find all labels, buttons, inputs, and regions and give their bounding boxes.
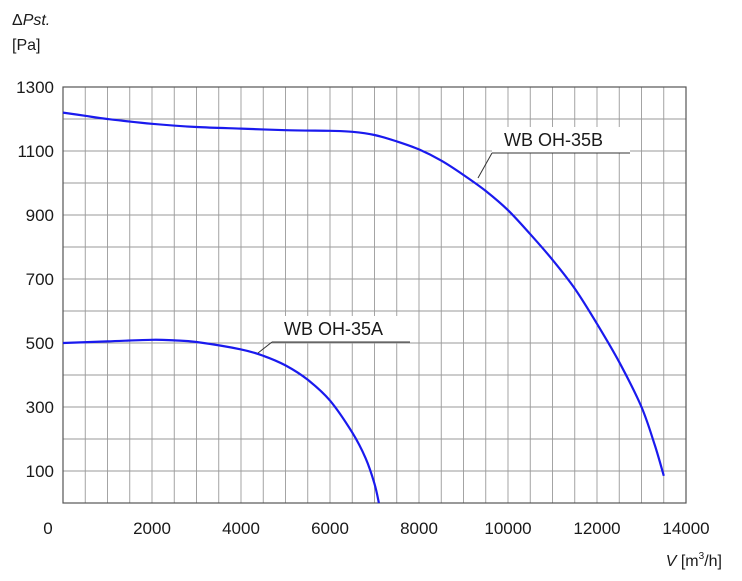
x-tick-label: 4000	[222, 519, 260, 538]
series-label: WB OH-35B	[504, 130, 603, 150]
series-line-2	[62, 338, 380, 504]
x-tick-labels: 0 2000 4000 6000 8000 10000 12000 14000	[43, 519, 709, 538]
y-tick-label: 1300	[16, 78, 54, 97]
x-tick-label: 8000	[400, 519, 438, 538]
y-tick-label: 300	[26, 398, 54, 417]
series-label-leader	[477, 152, 493, 179]
y-axis-variable: Pst.	[23, 12, 51, 29]
x-axis-unit-open: [m	[681, 553, 699, 570]
series-line-1	[62, 111, 665, 477]
series-label: WB OH-35A	[284, 319, 383, 339]
x-tick-label: 0	[43, 519, 52, 538]
y-tick-label: 100	[26, 462, 54, 481]
x-axis-variable: V	[666, 553, 678, 570]
plot-frame	[62, 86, 687, 504]
x-tick-label: 10000	[484, 519, 531, 538]
y-tick-label: 500	[26, 334, 54, 353]
series-label-leader	[257, 341, 273, 354]
y-tick-label: 1100	[17, 142, 54, 161]
x-axis-title: V [m3/h]	[666, 551, 722, 570]
x-axis-unit-close: /h]	[704, 553, 722, 570]
y-axis-title: ΔPst.	[12, 12, 50, 29]
series-label-background	[492, 127, 630, 153]
x-tick-label: 12000	[573, 519, 620, 538]
x-tick-label: 6000	[311, 519, 349, 538]
y-tick-label: 700	[26, 270, 54, 289]
series-label-background	[272, 316, 410, 342]
x-tick-label: 14000	[662, 519, 709, 538]
y-tick-label: 900	[26, 206, 54, 225]
x-tick-label: 2000	[133, 519, 171, 538]
y-axis-symbol: Δ	[12, 12, 23, 29]
series-layer: WB OH-35B WB OH-35A	[62, 111, 665, 504]
x-axis-unit-sup: 3	[699, 551, 705, 562]
y-axis-unit: [Pa]	[12, 37, 40, 54]
y-tick-labels: 100 300 500 700 900 1100 1300	[16, 78, 54, 481]
